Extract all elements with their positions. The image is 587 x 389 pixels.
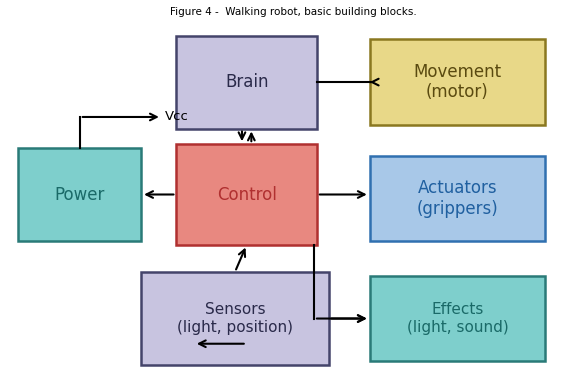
Text: Vcc: Vcc — [165, 110, 188, 123]
FancyBboxPatch shape — [370, 156, 545, 241]
FancyBboxPatch shape — [176, 35, 317, 129]
Text: Figure 4 -  Walking robot, basic building blocks.: Figure 4 - Walking robot, basic building… — [170, 7, 417, 16]
Text: Brain: Brain — [225, 73, 268, 91]
Text: Actuators
(grippers): Actuators (grippers) — [417, 179, 498, 218]
Text: Movement
(motor): Movement (motor) — [413, 63, 501, 102]
FancyBboxPatch shape — [141, 272, 329, 365]
Text: Effects
(light, sound): Effects (light, sound) — [407, 302, 508, 335]
FancyBboxPatch shape — [18, 148, 141, 241]
FancyBboxPatch shape — [370, 276, 545, 361]
Text: Sensors
(light, position): Sensors (light, position) — [177, 302, 293, 335]
FancyBboxPatch shape — [176, 144, 317, 245]
Text: Control: Control — [217, 186, 276, 203]
Text: Power: Power — [55, 186, 105, 203]
FancyBboxPatch shape — [370, 39, 545, 125]
